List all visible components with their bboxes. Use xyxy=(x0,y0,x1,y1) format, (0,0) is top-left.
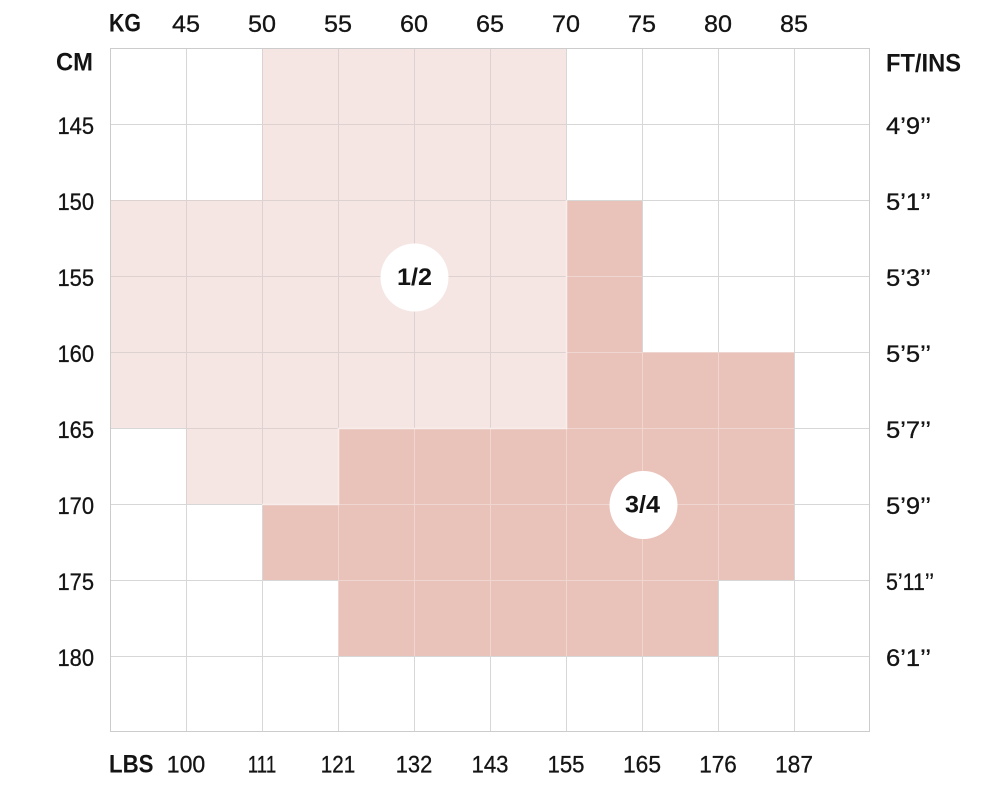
svg-text:111: 111 xyxy=(248,752,277,779)
svg-text:50: 50 xyxy=(248,11,276,38)
svg-text:5’1’’: 5’1’’ xyxy=(886,189,931,216)
svg-text:165: 165 xyxy=(623,752,661,779)
svg-text:4’9’’: 4’9’’ xyxy=(886,113,931,140)
svg-text:121: 121 xyxy=(321,752,356,779)
svg-text:160: 160 xyxy=(58,341,95,368)
svg-text:5’9’’: 5’9’’ xyxy=(886,493,931,520)
svg-text:176: 176 xyxy=(699,752,737,779)
svg-text:187: 187 xyxy=(775,752,813,779)
svg-text:5’7’’: 5’7’’ xyxy=(886,417,931,444)
svg-text:150: 150 xyxy=(58,189,95,216)
svg-text:65: 65 xyxy=(476,11,504,38)
svg-text:6’1’’: 6’1’’ xyxy=(886,645,931,672)
svg-text:CM: CM xyxy=(56,49,93,77)
svg-text:100: 100 xyxy=(167,752,206,779)
svg-text:180: 180 xyxy=(58,645,95,672)
svg-text:175: 175 xyxy=(58,569,95,596)
svg-text:FT/INS: FT/INS xyxy=(886,50,961,78)
svg-text:75: 75 xyxy=(628,11,656,38)
svg-text:85: 85 xyxy=(780,11,808,38)
svg-text:5’3’’: 5’3’’ xyxy=(886,265,931,292)
svg-text:155: 155 xyxy=(58,265,95,292)
svg-text:170: 170 xyxy=(58,493,95,520)
svg-text:143: 143 xyxy=(472,752,509,779)
svg-text:45: 45 xyxy=(172,11,200,38)
svg-text:55: 55 xyxy=(324,11,352,38)
svg-text:3/4: 3/4 xyxy=(625,492,661,519)
svg-text:80: 80 xyxy=(704,11,732,38)
svg-text:5’5’’: 5’5’’ xyxy=(886,341,931,368)
svg-text:145: 145 xyxy=(58,113,95,140)
svg-text:1/2: 1/2 xyxy=(397,264,432,291)
svg-text:LBS: LBS xyxy=(109,751,154,779)
svg-text:165: 165 xyxy=(58,417,95,444)
svg-text:KG: KG xyxy=(109,10,141,38)
svg-text:70: 70 xyxy=(552,11,580,38)
svg-text:60: 60 xyxy=(400,11,428,38)
svg-text:5’11’’: 5’11’’ xyxy=(886,569,934,596)
svg-text:155: 155 xyxy=(548,752,585,779)
svg-text:132: 132 xyxy=(396,752,433,779)
